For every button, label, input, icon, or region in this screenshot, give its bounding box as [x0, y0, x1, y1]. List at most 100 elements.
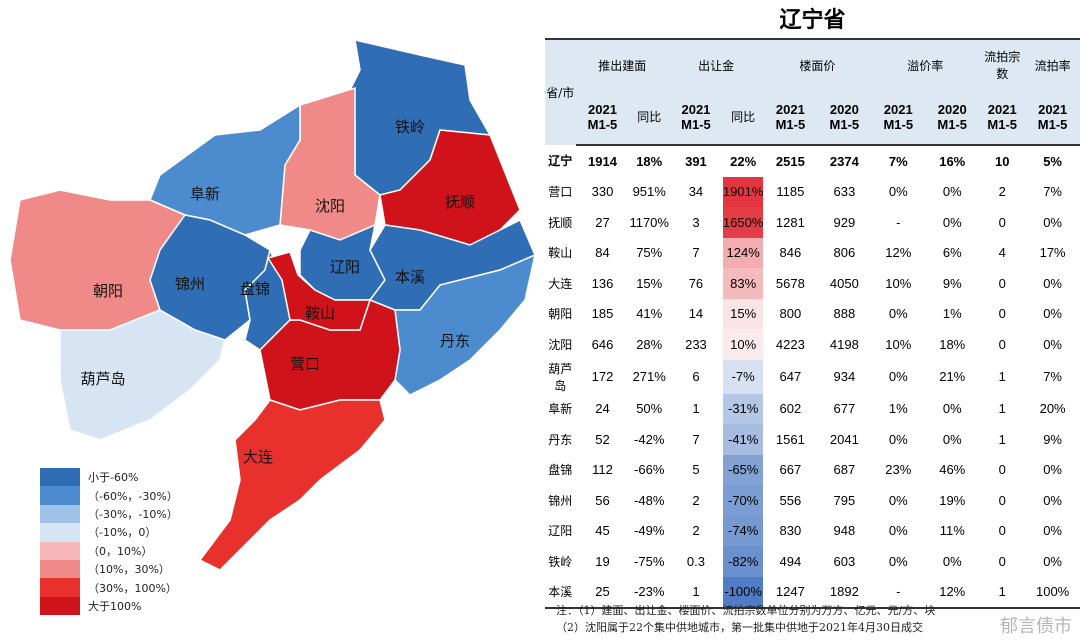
- table-cell: 0%: [888, 431, 908, 447]
- table-row: 辽阳 45 -49% 2 -74% 830 948 0% 11% 0 0%: [545, 515, 1080, 546]
- table-cell: 4: [998, 245, 1006, 261]
- table-cell: 0: [998, 306, 1006, 322]
- row-name: 营口: [548, 185, 573, 200]
- region-label: 营口: [290, 355, 320, 373]
- table-cell: 83%: [722, 268, 764, 299]
- table-cell: -66%: [634, 462, 665, 478]
- watermark: 郁言债市: [1000, 616, 1072, 637]
- table-cell: 1: [979, 576, 1026, 609]
- region-shape: [198, 399, 386, 571]
- table-row: 营口 330 951% 34 1901% 1185 633 0% 0% 2 7%: [545, 176, 1080, 207]
- table-cell: 15%: [636, 275, 663, 291]
- table-cell: -48%: [634, 492, 665, 508]
- legend-label: （10%，30%）: [88, 563, 170, 577]
- table-cell: 948: [833, 523, 856, 539]
- table-row: 锦州 56 -48% 2 -70% 556 795 0% 19% 0 0%: [545, 485, 1080, 516]
- table-cell: 391: [685, 153, 707, 169]
- table-cell: 0: [998, 214, 1006, 230]
- table-cell: 14: [688, 306, 704, 322]
- table-cell: 0%: [888, 492, 908, 508]
- legend-item: （0，10%）: [40, 541, 178, 560]
- row-name: 鞍山: [548, 246, 573, 261]
- table-cell: 50%: [636, 401, 663, 417]
- region-label: 鞍山: [305, 304, 335, 322]
- region-shape: [266, 251, 372, 331]
- row-name: 抚顺: [548, 215, 573, 230]
- table-cell: 1%: [888, 401, 908, 417]
- table-cell: -65%: [722, 454, 764, 485]
- map-legend: 小于-60% （-60%，-30%） （-30%，-10%） （-10%，0） （0，1…: [40, 468, 178, 616]
- table-cell: 0%: [888, 369, 908, 384]
- table-cell: 0: [998, 275, 1006, 291]
- table-cell: 28%: [636, 336, 663, 352]
- legend-item: （-10%，0）: [40, 523, 178, 542]
- table-cell: 830: [779, 523, 802, 539]
- table-row: 抚顺 27 1170% 3 1650% 1281 929 - 0% 0 0%: [545, 207, 1080, 238]
- legend-item: （10%，30%）: [40, 559, 178, 579]
- table-cell: 647: [779, 369, 802, 384]
- col-subheader: 2021 M1-5: [763, 90, 818, 146]
- table-cell: 0%: [888, 306, 908, 322]
- region-6: 葫芦岛: [59, 309, 226, 441]
- table-cell: 4050: [829, 275, 859, 291]
- table-cell: -70%: [722, 485, 764, 516]
- table-cell: 56: [595, 492, 610, 508]
- table-cell: 22%: [730, 153, 757, 169]
- region-label: 沈阳: [315, 197, 345, 215]
- table-cell: 667: [779, 462, 802, 478]
- table-cell: 806: [833, 245, 856, 261]
- table-cell: 10%: [722, 329, 764, 360]
- legend-label: （30%，100%）: [88, 581, 177, 595]
- region-label: 本溪: [395, 268, 425, 286]
- header-row-groups: 省/市 推出建面 出让金 楼面价 溢价率 流拍宗数 流拍率: [545, 38, 1080, 145]
- table-cell: 46%: [939, 462, 966, 478]
- region-12: 鞍山: [266, 251, 372, 331]
- table-cell: -23%: [629, 576, 669, 609]
- table-cell: 1170%: [629, 214, 669, 230]
- col-header-failed-count: 流拍宗数: [979, 38, 1026, 90]
- legend-swatch: [40, 523, 80, 542]
- table-cell: 0%: [1043, 275, 1062, 291]
- col-header-area: 推出建面: [575, 38, 669, 90]
- row-name: 朝阳: [548, 307, 573, 322]
- table-cell: 0.3: [686, 553, 705, 569]
- region-13: 大连: [198, 399, 386, 571]
- table-cell: 7: [692, 245, 700, 261]
- table-cell: 0: [998, 523, 1006, 539]
- table-cell: 0%: [942, 431, 962, 447]
- table-cell: 603: [833, 553, 856, 569]
- table-cell: 100%: [1025, 576, 1080, 609]
- col-subheader: 2020 M1-5: [817, 90, 872, 146]
- region-label: 铁岭: [395, 118, 425, 136]
- legend-label: （-10%，0）: [88, 526, 157, 540]
- col-subheader: 同比: [629, 90, 669, 146]
- table-cell: 11%: [939, 523, 965, 539]
- table-cell: 5678: [775, 275, 805, 291]
- table-cell: 0%: [942, 184, 962, 200]
- table-cell: 185: [591, 306, 614, 322]
- region-8: 辽阳: [299, 223, 386, 301]
- table-cell: 84: [595, 245, 610, 261]
- legend-swatch: [40, 578, 80, 597]
- table-cell: 687: [833, 462, 856, 478]
- table-cell: 646: [591, 336, 614, 352]
- table-cell: 1901%: [722, 176, 764, 207]
- table-cell: 0%: [1043, 214, 1062, 230]
- table-cell: 9%: [942, 275, 962, 291]
- legend-item: （30%，100%）: [40, 578, 178, 597]
- table-cell: -75%: [634, 553, 665, 569]
- legend-swatch: [40, 559, 80, 579]
- table-cell: 41%: [636, 306, 663, 322]
- col-header-floor-price: 楼面价: [763, 38, 872, 90]
- table-cell: 4198: [829, 336, 859, 352]
- table-cell: 12%: [885, 245, 912, 261]
- region-label: 葫芦岛: [80, 370, 125, 388]
- table-cell: 1: [998, 369, 1006, 384]
- table-cell: 0: [998, 553, 1006, 569]
- row-name: 大连: [548, 276, 573, 291]
- region-label: 朝阳: [93, 282, 123, 300]
- legend-item: 小于-60%: [40, 468, 178, 487]
- table-cell: 2: [998, 184, 1006, 200]
- table-cell: -41%: [722, 424, 764, 455]
- table-row: 朝阳 185 41% 14 15% 800 888 0% 1% 0 0%: [545, 298, 1080, 329]
